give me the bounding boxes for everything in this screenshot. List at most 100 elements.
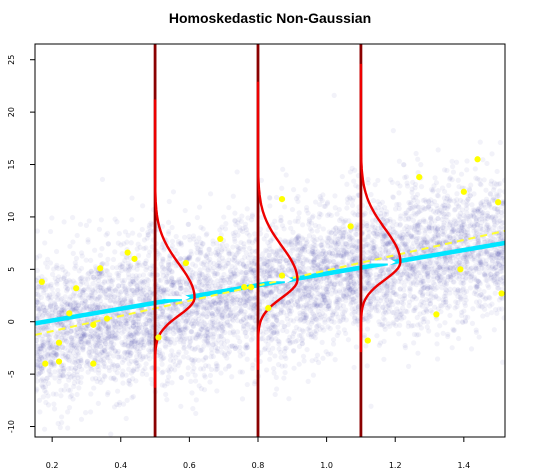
cloud-point [483,277,489,283]
cloud-point [170,189,177,195]
cloud-point [167,328,173,334]
cloud-point [84,358,91,365]
cloud-point [305,378,311,384]
cloud-point [88,391,94,397]
cloud-point [244,315,250,321]
cloud-point [294,258,301,264]
cloud-point [245,298,251,304]
cloud-point [335,314,341,320]
cloud-point [278,309,284,315]
cloud-point [119,278,125,284]
cloud-point [496,306,502,312]
cloud-point [135,319,142,325]
cloud-point [274,386,280,392]
cloud-point [296,343,303,349]
cloud-point [456,259,463,265]
cloud-point [310,259,316,265]
cloud-point [460,255,466,262]
cloud-point [199,318,205,324]
cloud-point [484,249,490,255]
cloud-point [52,353,59,359]
cloud-point [320,310,326,317]
cloud-point [149,325,155,331]
cloud-point [374,277,380,283]
cloud-point [166,267,173,273]
cloud-point [404,309,410,315]
cloud-point [428,259,434,265]
cloud-point [324,274,330,281]
cloud-point [304,207,310,213]
cloud-point [204,299,210,306]
cloud-point [39,368,46,374]
cloud-point [207,299,214,305]
cloud-point [169,224,175,231]
cloud-point [464,227,471,233]
cloud-point [490,266,496,272]
cloud-point [113,318,119,324]
cloud-point [298,271,304,277]
cloud-point [334,332,340,338]
cloud-point [291,328,298,335]
cloud-point [478,200,484,206]
cloud-point [395,300,401,306]
cloud-point [461,289,468,295]
cloud-point [325,305,332,312]
cloud-point [340,292,346,298]
cloud-point [240,326,247,332]
cloud-point [350,242,356,249]
cloud-point [451,217,457,223]
cloud-point [243,263,249,270]
cloud-point [170,306,176,312]
cloud-point [185,371,191,377]
cloud-point [276,248,282,254]
cloud-point [220,283,226,289]
cloud-point [86,284,92,290]
cloud-point [204,254,210,261]
cloud-point [313,276,319,282]
cloud-point [495,181,501,187]
cloud-point [308,303,314,309]
cloud-point [296,326,302,332]
cloud-point [215,263,221,269]
cloud-point [484,277,490,284]
cloud-point [352,305,358,312]
cloud-point [171,330,177,337]
cloud-point [373,275,379,281]
cloud-point [355,258,361,264]
cloud-point [136,232,143,238]
cloud-point [185,266,191,272]
cloud-point [55,322,61,328]
cloud-point [451,240,457,246]
cloud-point [496,249,502,256]
cloud-point [460,199,466,205]
cloud-point [478,201,484,207]
cloud-point [494,206,500,212]
cloud-point [426,266,432,272]
cloud-point [273,374,279,381]
cloud-point [90,288,96,294]
cloud-point [217,262,224,268]
cloud-point [45,380,52,387]
cloud-point [176,349,182,355]
cloud-point [140,344,146,351]
cloud-point [220,323,226,330]
cloud-point [467,251,473,257]
cloud-point [175,320,181,326]
cloud-point [36,346,42,352]
cloud-point [243,296,249,302]
cloud-point [322,313,328,319]
cloud-point [318,314,324,320]
cloud-point [137,353,143,359]
cloud-point [362,268,368,274]
cloud-point [387,293,393,300]
cloud-point [228,307,234,313]
cloud-point [92,295,98,301]
cloud-point [115,275,121,281]
cloud-point [235,247,241,253]
cloud-point [189,308,196,314]
cloud-point [244,356,250,362]
cloud-point [132,343,138,349]
cloud-point [100,261,106,267]
cloud-point [466,218,472,224]
cloud-point [336,206,342,213]
